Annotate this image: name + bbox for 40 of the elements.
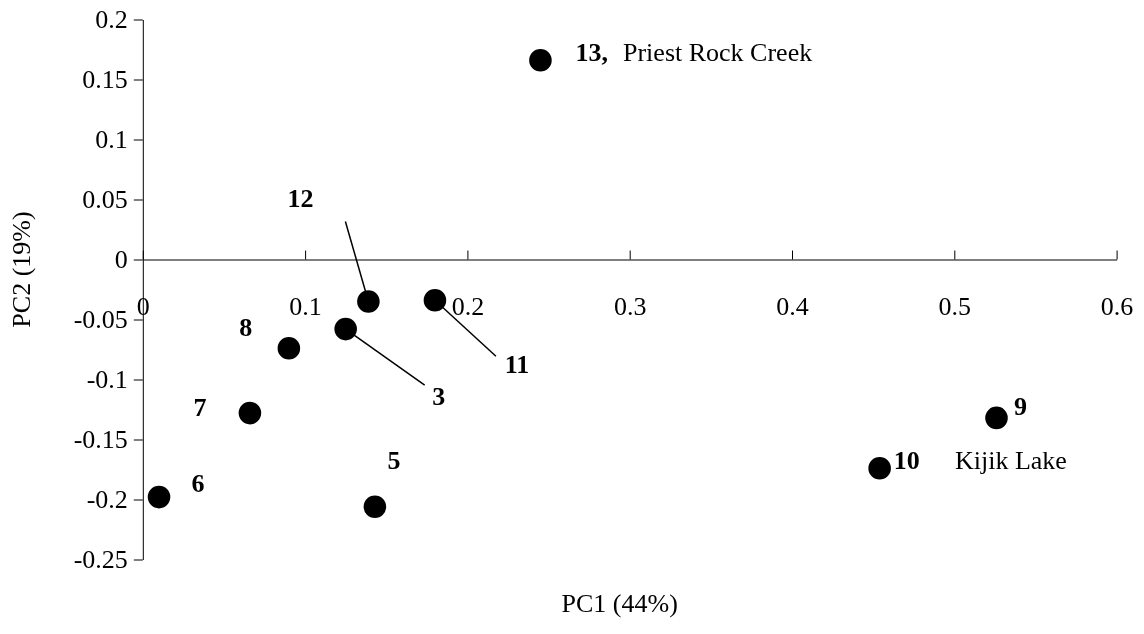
point <box>357 290 380 313</box>
y-tick-label: -0.05 <box>73 305 128 335</box>
point <box>363 495 387 518</box>
x-tick-label: 0.5 <box>938 291 972 321</box>
y-tick-label: 0.15 <box>82 65 128 95</box>
point <box>529 49 552 72</box>
annotation: Kijik Lake <box>955 445 1067 475</box>
point <box>147 485 171 509</box>
annotation: 9 <box>1014 392 1027 422</box>
point <box>238 401 262 425</box>
point <box>277 337 301 360</box>
y-axis-title: PC2 (19%) <box>7 211 36 328</box>
annotation: 10 <box>893 445 920 475</box>
x-tick-label: 0.1 <box>289 291 322 321</box>
y-tick-label: -0.25 <box>73 545 128 575</box>
y-tick-label: -0.2 <box>86 485 128 515</box>
y-tick-label: 0 <box>114 245 128 275</box>
x-tick-label: 0.3 <box>613 291 647 321</box>
y-tick-label: -0.1 <box>86 365 128 395</box>
x-tick-label: 0.6 <box>1100 291 1134 321</box>
y-tick-label: -0.15 <box>73 425 128 455</box>
y-tick-label: 0.05 <box>82 185 128 215</box>
x-tick-label: 0.2 <box>451 291 485 321</box>
annotation: 6 <box>191 468 205 498</box>
annotation: 8 <box>239 312 253 342</box>
annotation: 7 <box>193 392 207 422</box>
annotation: 5 <box>387 446 401 476</box>
annotation: 3 <box>432 381 446 411</box>
annotation: 12 <box>287 184 314 213</box>
point <box>985 406 1008 430</box>
annotation: 13, <box>575 37 608 67</box>
x-tick-label: 0.4 <box>776 291 809 321</box>
point <box>423 289 447 312</box>
y-tick-label: 0.1 <box>95 125 128 155</box>
annotation: Priest Rock Creek <box>623 37 813 67</box>
annotation: 11 <box>504 349 530 379</box>
point <box>334 317 357 341</box>
x-axis-title: PC1 (44%) <box>561 589 678 618</box>
y-tick-label: 0.2 <box>95 5 128 35</box>
point <box>868 457 891 480</box>
